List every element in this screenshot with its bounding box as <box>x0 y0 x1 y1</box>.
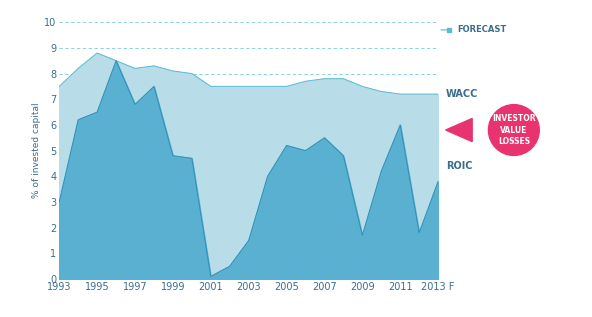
Ellipse shape <box>488 105 539 155</box>
Text: WACC: WACC <box>446 89 478 99</box>
Y-axis label: % of invested capital: % of invested capital <box>33 103 41 198</box>
Text: ROIC: ROIC <box>446 161 472 171</box>
Polygon shape <box>446 119 472 142</box>
Text: FORECAST: FORECAST <box>457 25 506 34</box>
Text: INVESTOR
VALUE
LOSSES: INVESTOR VALUE LOSSES <box>492 114 536 146</box>
